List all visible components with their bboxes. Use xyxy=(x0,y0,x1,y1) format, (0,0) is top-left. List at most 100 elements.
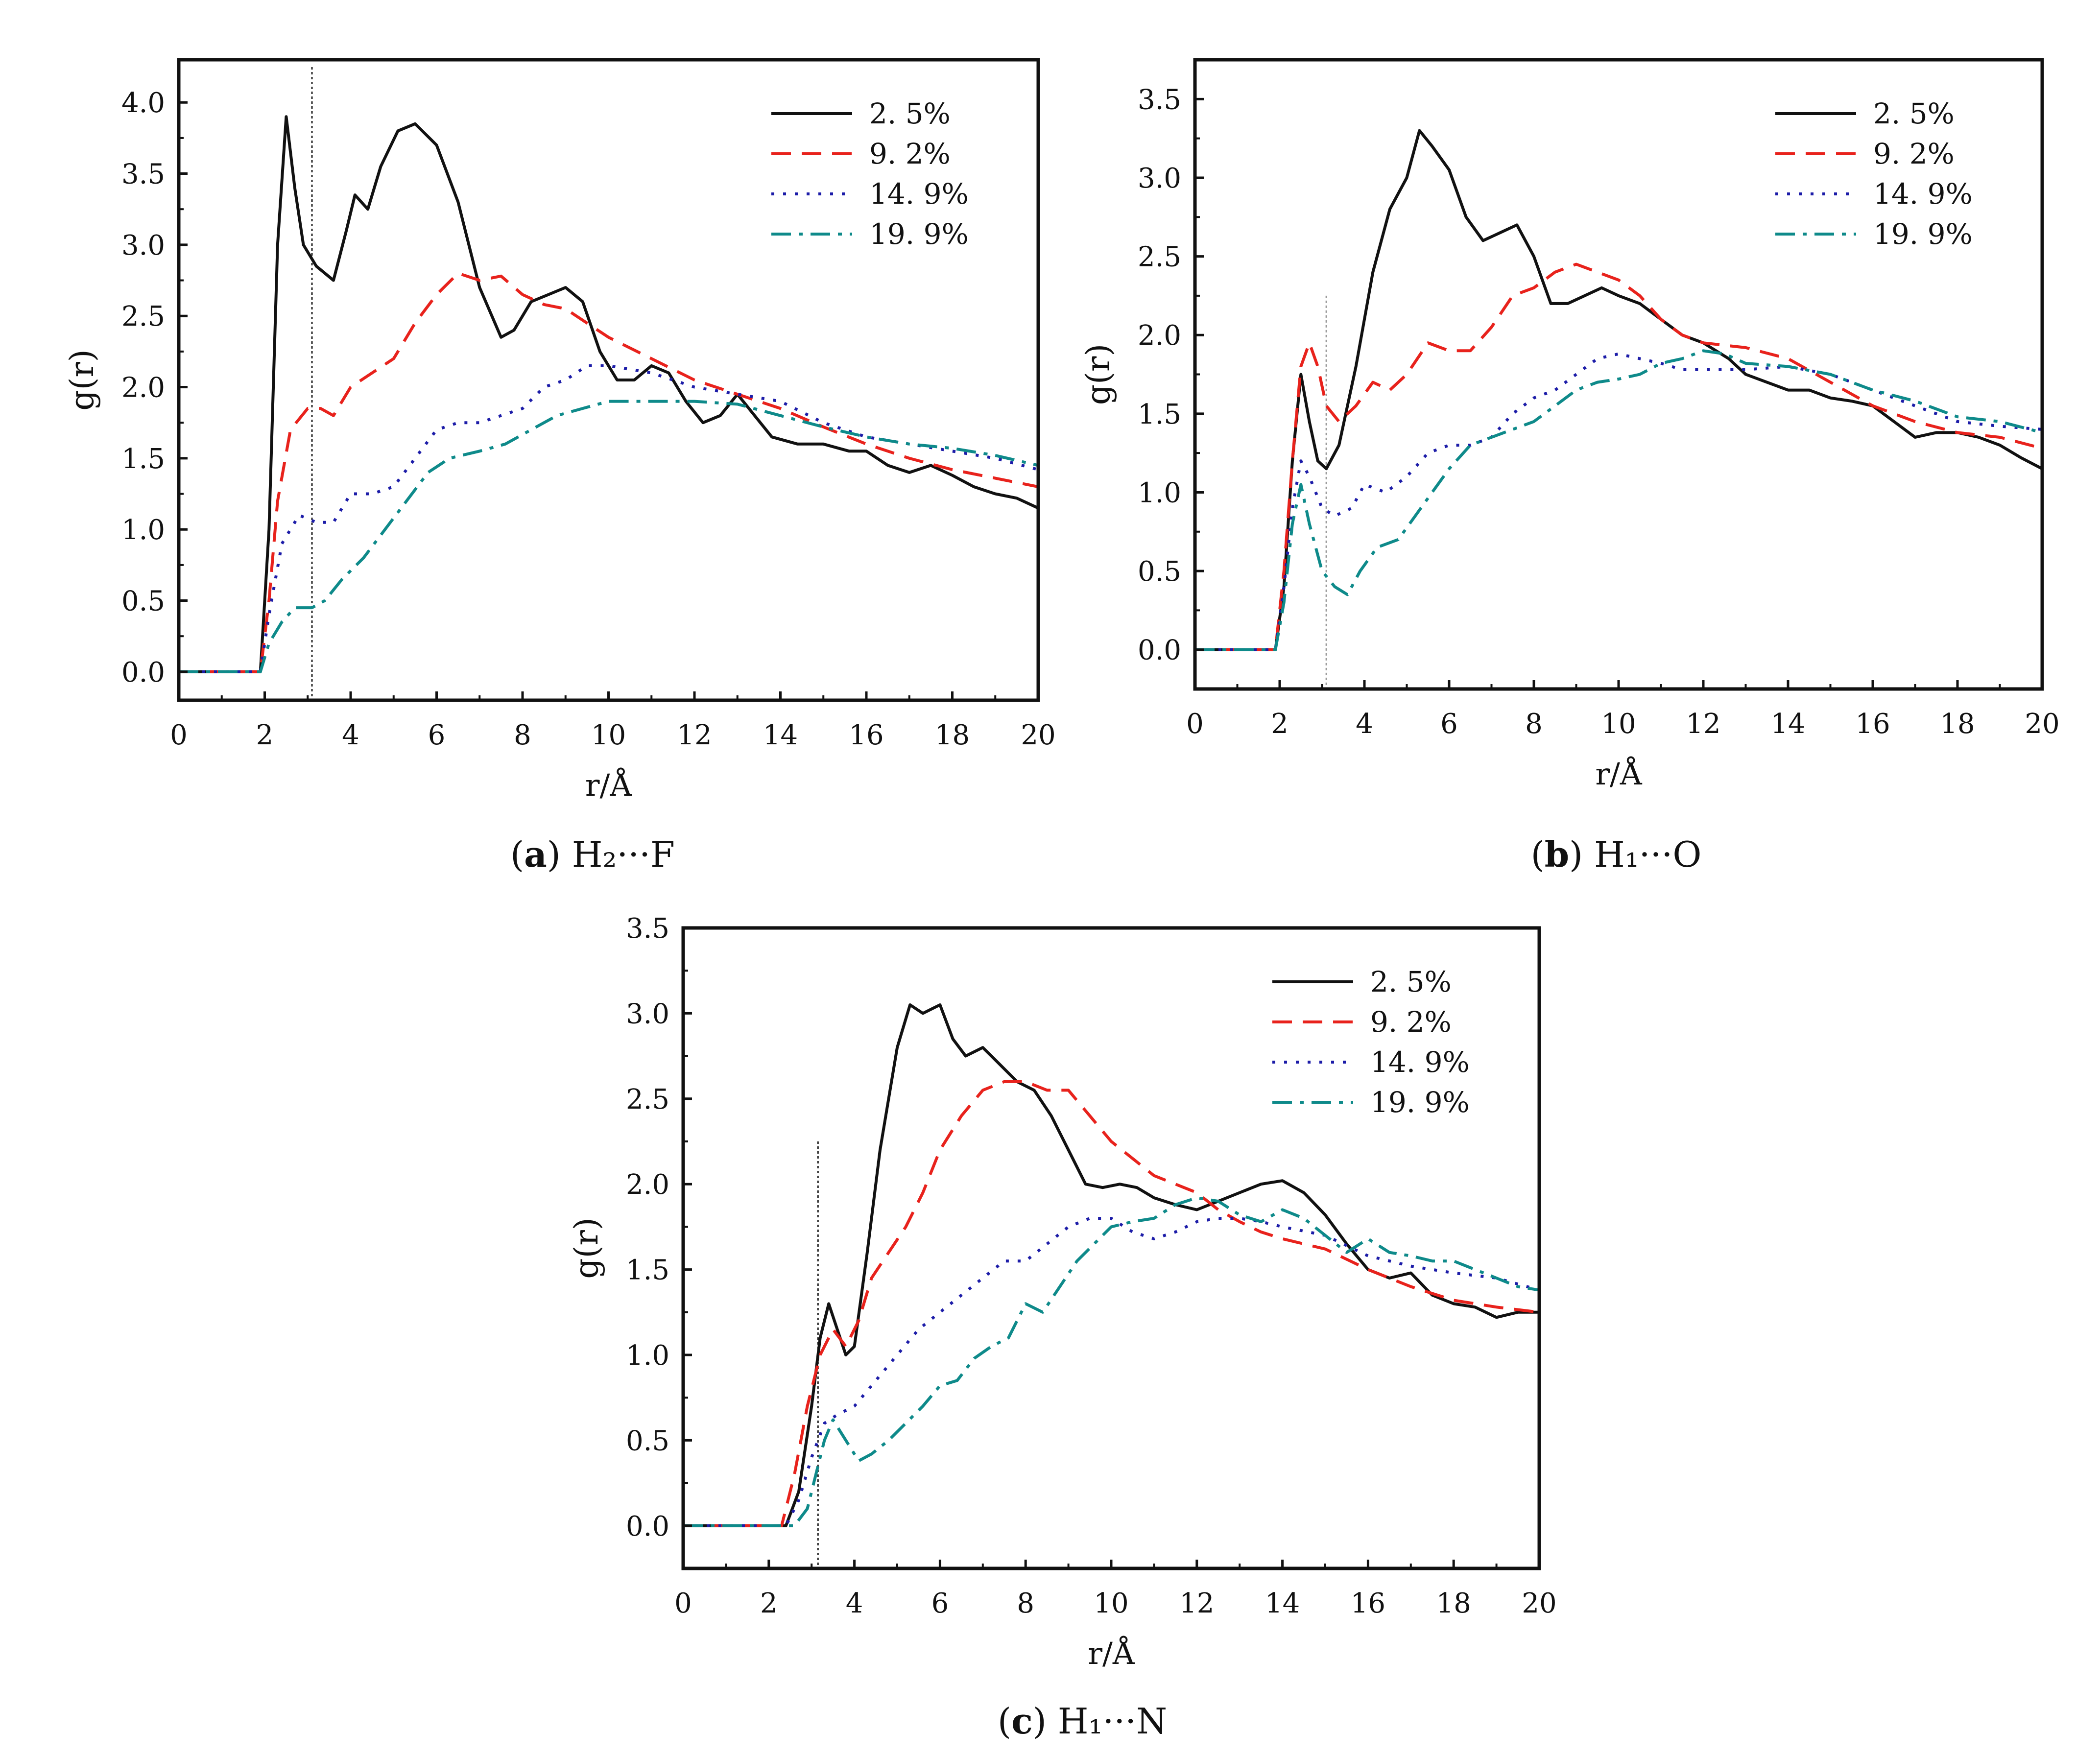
chart-c-series-0-line xyxy=(683,1003,1539,1527)
chart-c-x-tick-label: 8 xyxy=(1017,1588,1034,1619)
chart-a-y-tick-label: 2.5 xyxy=(121,301,165,332)
chart-b: 0 2 4 6 8 10 12 14 16 18 20 0.0 0.5 1.0 1.5 2.0 2.5 3.0 3.… xyxy=(1079,58,2060,875)
chart-c-caption: (c) H₁···N xyxy=(998,1700,1167,1742)
chart-b-y-tick-label: 0.5 xyxy=(1138,556,1181,588)
chart-c-series-3-line xyxy=(683,1196,1539,1527)
chart-b-legend-label-3: 19. 9% xyxy=(1873,217,1973,251)
chart-a-x-tick-label: 2 xyxy=(256,719,274,751)
chart-c-x-tick-label: 4 xyxy=(846,1588,863,1619)
chart-a-x-tick-label: 0 xyxy=(170,719,188,751)
chart-b-series-1-line xyxy=(1195,262,2042,651)
chart-a-legend-label-0: 2. 5% xyxy=(869,97,951,130)
chart-c-y-axis-title: g(r) xyxy=(568,1217,605,1279)
chart-c-y-tick-label: 1.5 xyxy=(626,1255,669,1286)
chart-c-y-tick-label: 2.5 xyxy=(626,1084,669,1115)
chart-c-caption-letter: c xyxy=(1011,1700,1033,1742)
chart-a-legend-label-2: 14. 9% xyxy=(869,177,969,211)
chart-c-x-tick-label: 0 xyxy=(674,1588,692,1619)
chart-c-y-tick-label: 1.0 xyxy=(626,1340,669,1372)
chart-c-x-axis-title: r/Å xyxy=(1088,1636,1135,1671)
chart-c-y-tick-label: 3.0 xyxy=(626,998,669,1030)
chart-b-x-tick-label: 14 xyxy=(1770,708,1805,740)
chart-b-x-tick-label: 18 xyxy=(1940,708,1975,740)
chart-a-y-axis-title: g(r) xyxy=(63,349,101,410)
chart-b-x-tick-label: 16 xyxy=(1855,708,1890,740)
chart-c-y-tick-label: 0.0 xyxy=(626,1511,669,1542)
chart-a-y-tick-label: 1.0 xyxy=(121,514,165,546)
chart-a-y-tick-label: 4.0 xyxy=(121,87,165,119)
chart-a-series-0-line xyxy=(179,115,1038,673)
chart-a-legend: 2. 5% 9. 2% 14. 9% 19. 9% xyxy=(771,97,969,251)
chart-b-caption-letter: b xyxy=(1545,833,1569,875)
chart-b-x-tick-label: 6 xyxy=(1440,708,1458,740)
chart-c-y-tick-label: 0.5 xyxy=(626,1425,669,1457)
chart-c-x-tick-label: 18 xyxy=(1436,1588,1471,1619)
chart-a: 0 2 4 6 8 10 12 14 16 18 20 0.0 0.5 1.0 1.5 2.0 2.5 3.0 3.… xyxy=(63,58,1056,875)
chart-b-y-tick-label: 1.5 xyxy=(1138,399,1181,430)
chart-b-legend: 2. 5% 9. 2% 14. 9% 19. 9% xyxy=(1775,97,1973,251)
chart-a-x-tick-label: 6 xyxy=(428,719,446,751)
chart-a-x-tick-label: 10 xyxy=(591,719,626,751)
chart-b-x-tick-label: 8 xyxy=(1525,708,1543,740)
chart-a-y-tick-label: 2.0 xyxy=(121,372,165,404)
chart-c-y-tick-label: 3.5 xyxy=(626,913,669,945)
chart-b-x-tick-label: 12 xyxy=(1686,708,1720,740)
chart-c-legend-label-3: 19. 9% xyxy=(1370,1086,1470,1119)
chart-c-legend-label-0: 2. 5% xyxy=(1370,965,1452,998)
chart-a-x-tick-label: 18 xyxy=(935,719,970,751)
chart-a-y-tick-label: 1.5 xyxy=(121,443,165,475)
chart-b-x-tick-label: 4 xyxy=(1356,708,1373,740)
chart-a-y-tick-label: 3.5 xyxy=(121,159,165,190)
chart-b-y-tick-label: 0.0 xyxy=(1138,635,1181,666)
chart-a-legend-label-3: 19. 9% xyxy=(869,217,969,251)
chart-b-legend-label-0: 2. 5% xyxy=(1873,97,1955,130)
chart-a-series-3-line xyxy=(179,400,1038,673)
chart-a-x-tick-label: 14 xyxy=(763,719,798,751)
chart-a-caption: (a) H₂···F xyxy=(510,833,675,875)
chart-b-y-tick-label: 1.0 xyxy=(1138,477,1181,509)
chart-c-x-tick-label: 20 xyxy=(1522,1588,1556,1619)
chart-c-x-tick-label: 6 xyxy=(931,1588,949,1619)
chart-a-legend-label-1: 9. 2% xyxy=(869,137,951,170)
chart-c: 0 2 4 6 8 10 12 14 16 18 20 0.0 0.5 1.0 1.5 2.0 2.5 3.0 3.… xyxy=(568,913,1557,1742)
chart-a-y-tick-label: 0.0 xyxy=(121,657,165,688)
chart-c-y-tick-label: 2.0 xyxy=(626,1169,669,1201)
chart-c-legend-label-1: 9. 2% xyxy=(1370,1005,1452,1039)
chart-a-series-2-line xyxy=(179,364,1038,673)
chart-b-x-tick-label: 0 xyxy=(1186,708,1204,740)
chart-a-x-tick-label: 12 xyxy=(677,719,712,751)
chart-b-series-2-line xyxy=(1195,352,2042,651)
chart-c-x-tick-label: 16 xyxy=(1351,1588,1385,1619)
chart-c-caption-text: H₁···N xyxy=(1058,1701,1167,1742)
chart-b-legend-label-2: 14. 9% xyxy=(1873,177,1973,211)
chart-c-series-1-line xyxy=(683,1080,1539,1527)
chart-a-y-tick-label: 3.0 xyxy=(121,230,165,261)
chart-a-x-tick-label: 4 xyxy=(342,719,359,751)
chart-a-x-axis-title: r/Å xyxy=(585,767,633,803)
chart-c-x-tick-label: 12 xyxy=(1179,1588,1214,1619)
chart-b-legend-label-1: 9. 2% xyxy=(1873,137,1955,170)
chart-b-caption-text: H₁···O xyxy=(1594,834,1701,875)
chart-b-y-tick-label: 2.0 xyxy=(1138,320,1181,352)
chart-b-x-tick-label: 20 xyxy=(2025,708,2059,740)
chart-b-series-3-line xyxy=(1195,349,2042,651)
chart-b-y-tick-label: 3.5 xyxy=(1138,84,1181,116)
chart-b-series-0-line xyxy=(1195,129,2042,651)
chart-a-x-tick-label: 16 xyxy=(849,719,883,751)
chart-a-caption-letter: a xyxy=(524,833,547,875)
chart-b-x-axis-title: r/Å xyxy=(1595,756,1643,792)
chart-a-series-1-line xyxy=(179,272,1038,673)
chart-b-y-axis-title: g(r) xyxy=(1079,344,1117,405)
chart-c-legend-label-2: 14. 9% xyxy=(1370,1045,1470,1079)
chart-b-caption: (b) H₁···O xyxy=(1531,833,1702,875)
chart-b-x-tick-label: 2 xyxy=(1271,708,1289,740)
chart-c-legend: 2. 5% 9. 2% 14. 9% 19. 9% xyxy=(1272,965,1470,1119)
chart-b-x-tick-label: 10 xyxy=(1601,708,1636,740)
chart-b-y-tick-label: 2.5 xyxy=(1138,241,1181,273)
chart-c-x-tick-label: 10 xyxy=(1094,1588,1128,1619)
chart-a-caption-text: H₂···F xyxy=(572,834,675,875)
chart-c-x-tick-label: 14 xyxy=(1265,1588,1300,1619)
chart-a-x-tick-label: 20 xyxy=(1021,719,1055,751)
chart-c-x-tick-label: 2 xyxy=(760,1588,778,1619)
